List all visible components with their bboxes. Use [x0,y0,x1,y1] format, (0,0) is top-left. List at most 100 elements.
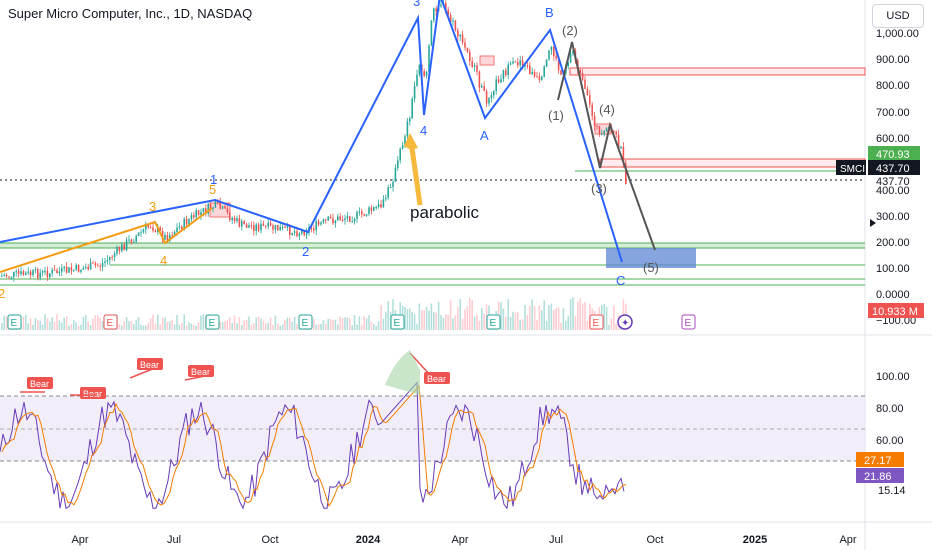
candle-body [620,146,622,149]
candle-body [121,244,123,252]
candle-body [466,47,469,52]
earnings-marker[interactable] [390,314,405,330]
volume-bar [221,322,224,330]
bear-divergence-line [184,374,211,381]
candle-body [320,222,322,225]
earnings-marker[interactable] [205,314,220,330]
candle-body [505,70,507,76]
earnings-marker[interactable] [589,314,604,330]
candle-body [277,224,279,231]
resistance-zone-lower [599,158,866,168]
earnings-marker-label: E [593,318,600,329]
orange-label-4: 4 [160,253,167,268]
candle-body [538,76,541,80]
earnings-marker[interactable] [103,314,118,330]
scroll-arrow-icon[interactable] [870,219,876,227]
volume-bar [272,324,274,330]
price-tick-label: 400.00 [876,185,910,197]
volume-bar [452,318,454,330]
candle-body [161,230,164,240]
volume-bar [404,307,406,330]
k-value-text: 27.17 [864,455,892,467]
candle-body [490,95,493,99]
volume-bar [425,307,428,330]
volume-bar [44,314,46,330]
volume-bar [140,324,142,330]
volume-bar [586,320,589,330]
volume-bar [569,298,572,330]
price-tick-label: 300.00 [876,211,910,223]
candle-body [481,85,483,88]
dividend-marker[interactable]: ✦ [617,314,633,330]
earnings-marker[interactable] [486,314,501,330]
volume-bar [469,298,471,330]
candle-body [325,219,327,221]
candle-body [473,65,476,67]
volume-bar [409,308,411,330]
bear-label-text: Bear [191,367,210,377]
candle-body [29,271,32,276]
last-price-tag-text: 437.70 [876,163,910,175]
volume-bar [250,324,253,330]
candle-body [281,226,284,228]
candle-body [394,167,397,182]
candle-body [337,216,339,221]
candle-body [507,64,509,76]
candle-body [329,216,332,219]
candle-body [296,231,298,237]
candle-body [483,85,485,91]
indicator-tick-label: 60.00 [876,435,904,447]
candle-body [41,270,44,273]
dividend-icon [617,314,633,330]
volume-bar [320,324,322,330]
candle-body [380,204,382,208]
candle-body [68,267,70,273]
volume-bar [603,303,605,330]
volume-bar [339,316,341,330]
candle-body [173,232,176,237]
volume-bar [351,325,353,330]
blue-label-c: C [616,273,625,288]
bear-label-box [27,377,53,389]
volume-bar [145,325,147,330]
candle-body [423,71,425,76]
volume-bar [296,323,298,330]
currency-button[interactable]: USD [872,4,924,28]
candle-body [171,235,173,237]
candle-body [243,221,245,225]
blue-label-b: B [545,5,554,20]
earnings-marker[interactable] [681,314,696,330]
candle-body [104,261,106,264]
volume-bar [430,303,433,330]
k-value-tag [856,452,904,467]
volume-bar [29,318,32,330]
earnings-marker[interactable] [298,314,313,330]
candle-body [351,221,353,223]
time-tick-label: 2024 [356,534,381,546]
volume-bar [269,317,272,330]
volume-bar [440,315,442,330]
grey-label-2: (2) [562,23,578,38]
candle-body [471,61,473,67]
candle-body [202,208,205,213]
candle-body [253,225,255,231]
volume-bar [152,314,154,330]
d-value-text: 21.86 [864,471,892,483]
price-tick-label: 0.0000 [876,289,910,301]
candle-body [87,267,89,270]
orange-label-5: 5 [209,182,216,197]
parabolic-label: parabolic [410,203,479,222]
volume-bar [53,321,56,330]
earnings-marker[interactable] [7,314,22,330]
volume-bar [536,320,538,330]
orange-label-3: 3 [149,199,156,214]
candle-body [229,212,231,221]
candle-body [452,20,454,22]
volume-bar [63,317,65,330]
volume-bar [224,321,226,330]
candle-body [147,225,149,228]
indicator-tick-label: 80.00 [876,403,904,415]
volume-bar [562,308,565,330]
